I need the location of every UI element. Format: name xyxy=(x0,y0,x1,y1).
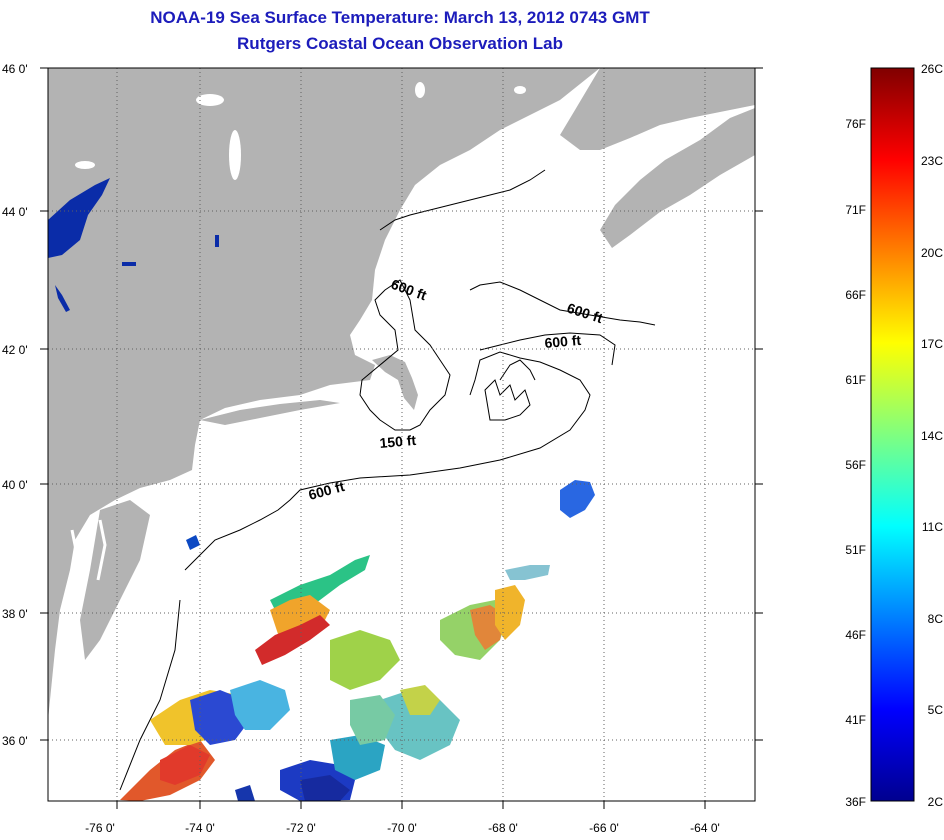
colorbar-f-label: 71F xyxy=(845,203,866,217)
contour-label: 600 ft xyxy=(544,332,582,351)
sst-patches xyxy=(120,480,595,801)
coast-detail xyxy=(379,169,546,421)
lon-labels: -76 0' -74 0' -72 0' -70 0' -68 0' -66 0… xyxy=(85,821,720,835)
colorbar-c-label: 17C xyxy=(921,337,943,351)
colorbar-c-label: 14C xyxy=(921,429,943,443)
lon-label: -74 0' xyxy=(185,821,215,835)
land-cape-cod xyxy=(372,355,418,410)
lat-label: 46 0' xyxy=(2,62,28,76)
land-maritimes xyxy=(560,68,755,150)
colorbar-f-label: 46F xyxy=(845,628,866,642)
lat-label: 36 0' xyxy=(2,734,28,748)
lat-label: 40 0' xyxy=(2,478,28,492)
colorbar-c-label: 2C xyxy=(928,795,944,809)
map-subtitle: Rutgers Coastal Ocean Observation Lab xyxy=(237,34,563,53)
colorbar xyxy=(870,67,915,802)
colorbar-f-label: 41F xyxy=(845,713,866,727)
colorbar-f-labels: 76F 71F 66F 61F 56F 51F 46F 41F 36F xyxy=(845,117,866,809)
lon-label: -76 0' xyxy=(85,821,115,835)
lat-labels: 46 0' 44 0' 42 0' 40 0' 38 0' 36 0' xyxy=(2,62,28,748)
map-title: NOAA-19 Sea Surface Temperature: March 1… xyxy=(150,8,650,27)
land-long-island xyxy=(200,400,340,425)
colorbar-f-label: 51F xyxy=(845,543,866,557)
colorbar-f-label: 76F xyxy=(845,117,866,131)
lon-label: -66 0' xyxy=(589,821,619,835)
bathymetry-contours xyxy=(119,279,656,791)
lon-label: -70 0' xyxy=(387,821,417,835)
bays xyxy=(68,519,107,651)
colorbar-c-labels: 26C 23C 20C 17C 14C 11C 8C 5C 2C xyxy=(921,62,943,809)
land-nova-scotia xyxy=(600,108,755,248)
lake-sst xyxy=(48,178,219,312)
tick-marks xyxy=(40,67,763,809)
colorbar-c-label: 23C xyxy=(921,154,943,168)
lakes xyxy=(75,82,526,180)
lat-label: 38 0' xyxy=(2,607,28,621)
colorbar-c-label: 20C xyxy=(921,246,943,260)
colorbar-c-label: 11C xyxy=(922,520,943,534)
colorbar-c-label: 8C xyxy=(928,612,944,626)
land-mainland xyxy=(48,68,600,720)
colorbar-f-label: 56F xyxy=(845,458,866,472)
lon-label: -68 0' xyxy=(488,821,518,835)
colorbar-f-label: 66F xyxy=(845,288,866,302)
colorbar-f-label: 61F xyxy=(845,373,866,387)
lat-label: 42 0' xyxy=(2,343,28,357)
land-delmarva xyxy=(80,500,150,660)
colorbar-c-label: 5C xyxy=(928,703,944,717)
colorbar-f-label: 36F xyxy=(845,795,866,809)
lon-label: -72 0' xyxy=(286,821,316,835)
lon-label: -64 0' xyxy=(690,821,720,835)
map-panel: 600 ft 600 ft 600 ft 150 ft 600 ft xyxy=(48,68,755,801)
lat-label: 44 0' xyxy=(2,205,28,219)
contour-label: 150 ft xyxy=(379,432,417,451)
colorbar-c-label: 26C xyxy=(921,62,943,76)
